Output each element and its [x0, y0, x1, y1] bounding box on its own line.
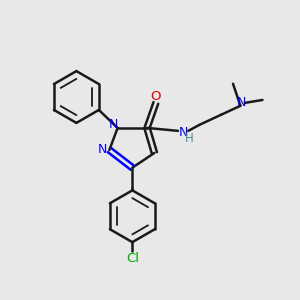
Text: O: O — [151, 90, 161, 103]
Text: N: N — [97, 143, 107, 157]
Text: N: N — [109, 118, 118, 131]
Text: N: N — [237, 96, 247, 109]
Text: H: H — [184, 132, 193, 145]
Text: Cl: Cl — [126, 252, 139, 265]
Text: N: N — [178, 126, 188, 139]
